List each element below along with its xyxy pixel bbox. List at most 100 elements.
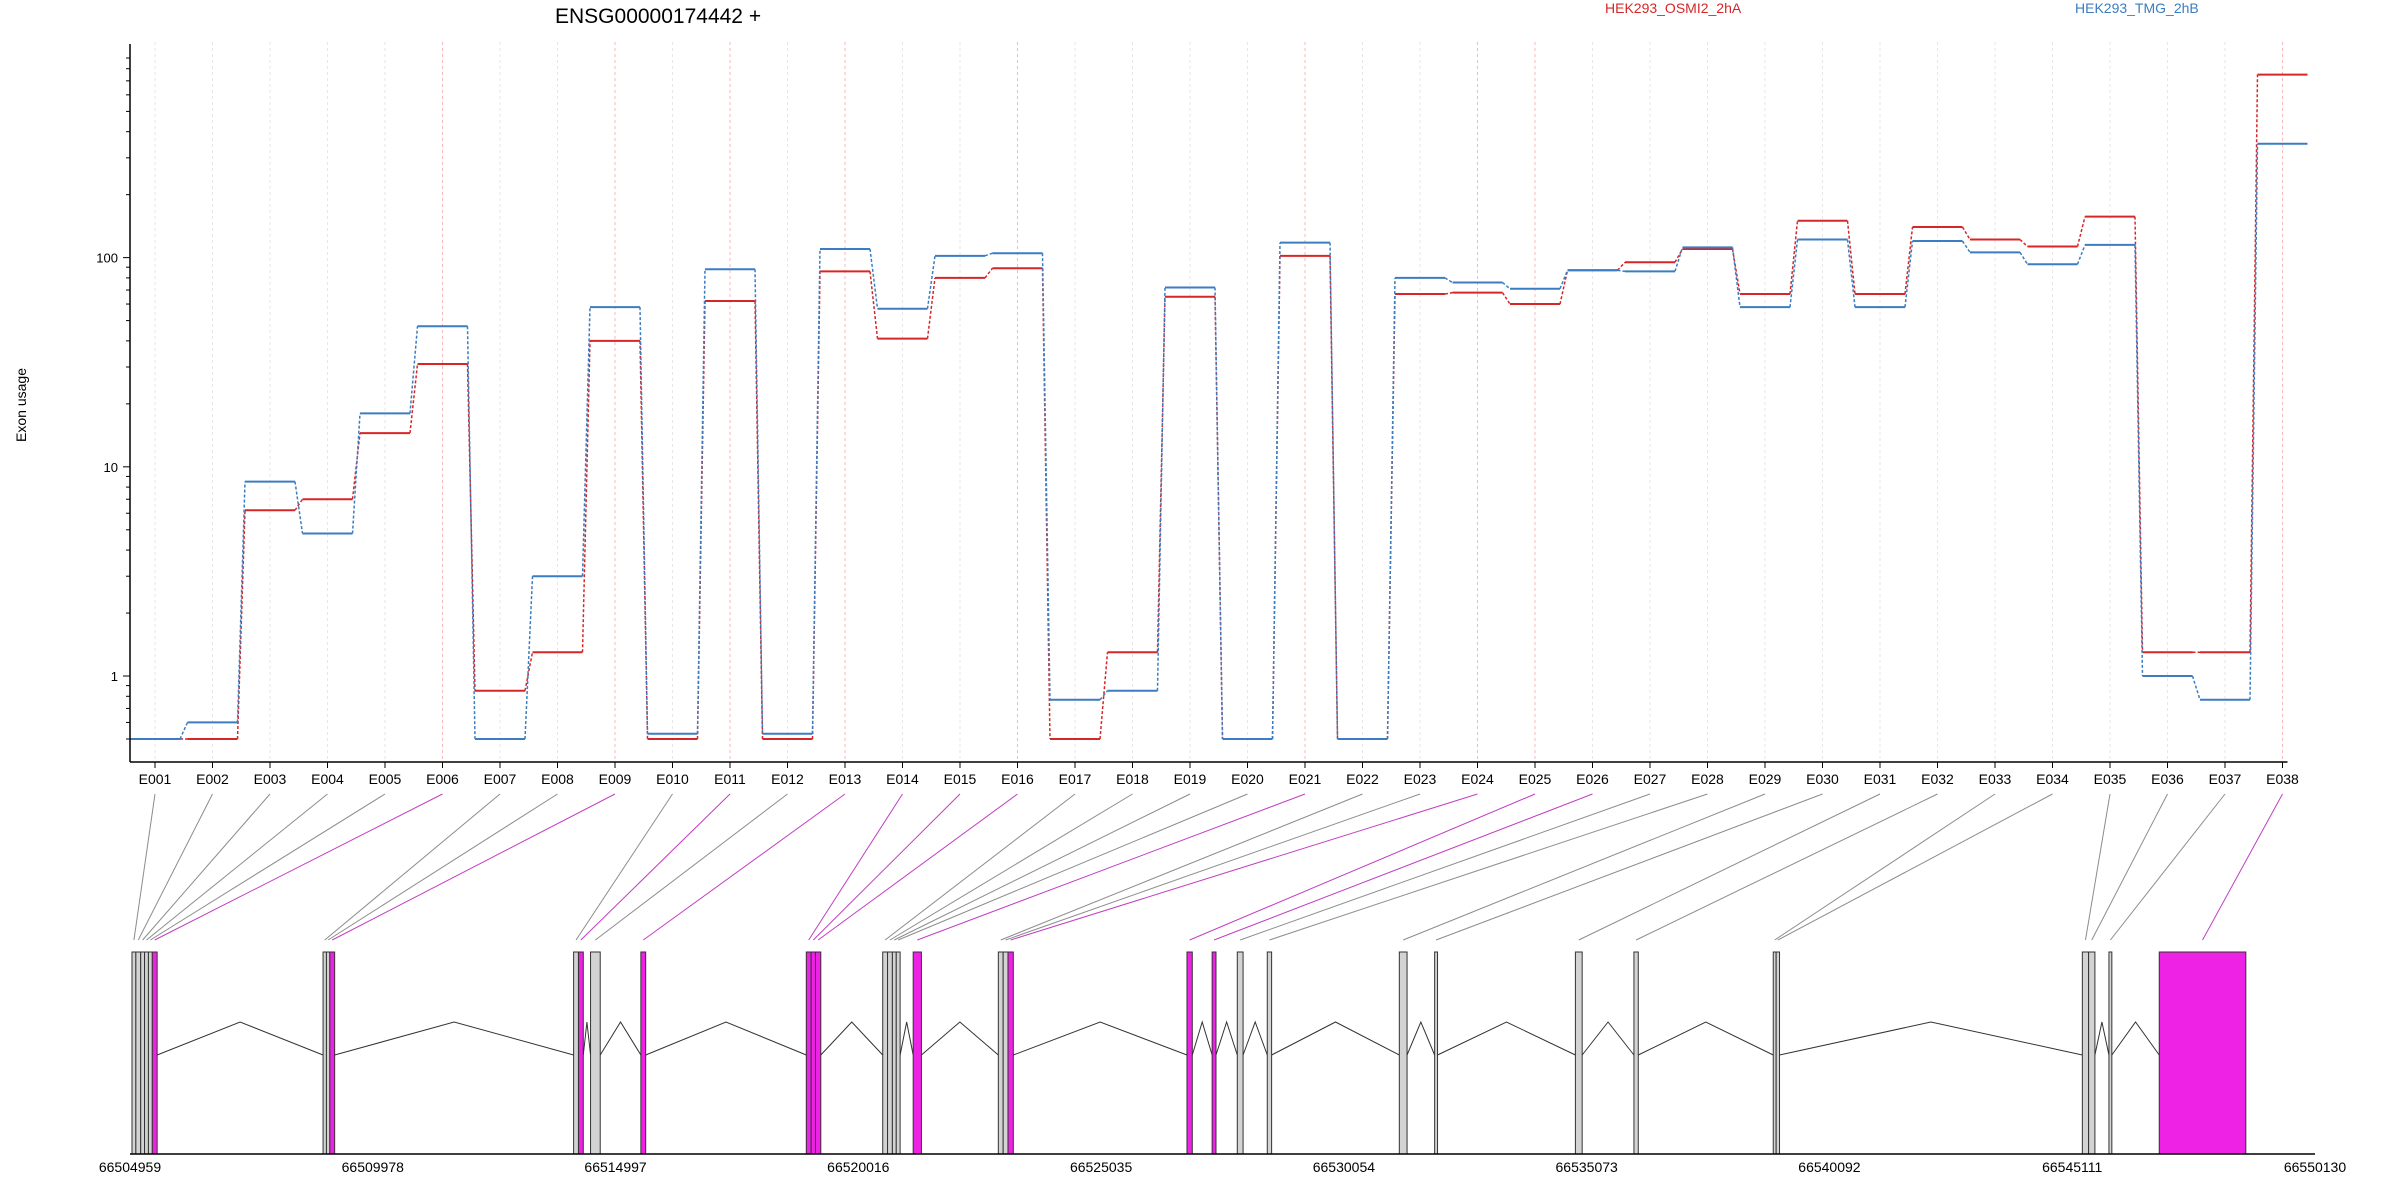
exon-connector <box>1635 793 1938 941</box>
exon-box <box>577 951 584 1155</box>
exon-box <box>2108 951 2113 1155</box>
coordinate-tick-label: 66520016 <box>827 1159 890 1175</box>
intron-line <box>899 1021 914 1056</box>
series-connector <box>524 576 534 740</box>
series-connector <box>754 269 764 734</box>
series-osmi2 <box>130 73 2308 740</box>
series-connector <box>351 413 361 534</box>
exon-connector <box>1435 793 1823 941</box>
exon-tick-label: E005 <box>369 771 402 787</box>
exon-box <box>2088 951 2096 1155</box>
exon-tick-label: E034 <box>2036 771 2069 787</box>
exon-box <box>997 951 1004 1155</box>
series-connector <box>179 722 189 740</box>
exon-tick-label: E037 <box>2209 771 2242 787</box>
coordinate-tick-label: 66550130 <box>2284 1159 2347 1175</box>
exon-connector <box>2084 793 2111 941</box>
exon-connector <box>889 793 1133 941</box>
exon-tick-label: E032 <box>1921 771 1954 787</box>
exon-connector <box>1777 793 2053 941</box>
exon-box <box>329 951 336 1155</box>
series-connector <box>1559 270 1569 305</box>
exon-tick-label: E035 <box>2094 771 2127 787</box>
series-connector <box>696 269 706 734</box>
y-axis-title: Exon usage <box>13 368 29 442</box>
exon-box <box>322 951 327 1155</box>
exon-box <box>814 951 822 1155</box>
series-connector <box>1846 239 1856 308</box>
exon-box <box>1007 951 1014 1155</box>
series-connector <box>1904 240 1914 308</box>
series-connector <box>466 326 476 740</box>
exon-box <box>805 951 812 1155</box>
exon-box <box>573 951 579 1155</box>
series-connector <box>1559 269 1569 290</box>
intron-line <box>2094 1021 2110 1056</box>
series-connector <box>409 326 419 414</box>
exon-connector <box>1000 793 1363 941</box>
series-tmg <box>130 142 2308 740</box>
exon-box <box>1186 951 1193 1155</box>
series-connector <box>524 652 534 691</box>
intron-line <box>921 1021 999 1056</box>
exon-connector <box>332 793 616 941</box>
series-connector <box>2019 251 2029 265</box>
series-connector <box>236 481 246 723</box>
exon-tick-label: E027 <box>1634 771 1667 787</box>
coordinate-tick-label: 66514997 <box>584 1159 647 1175</box>
series-connector <box>2191 675 2201 700</box>
exon-box <box>640 951 647 1155</box>
intron-line <box>820 1021 884 1056</box>
series-connector <box>581 340 591 653</box>
exon-tick-label: E036 <box>2151 771 2184 787</box>
exon-connector <box>133 793 156 941</box>
exon-connector <box>142 793 271 941</box>
exon-connector <box>642 793 846 941</box>
exon-box <box>1775 951 1781 1155</box>
exon-tick-label: E012 <box>771 771 804 787</box>
intron-line <box>1581 1021 1635 1056</box>
exon-connector <box>1213 793 1593 941</box>
intron-line <box>1638 1021 1774 1056</box>
exon-box <box>891 951 897 1155</box>
series-connector <box>1156 287 1166 691</box>
exon-tick-label: E007 <box>484 771 517 787</box>
exon-tick-label: E029 <box>1749 771 1782 787</box>
series-connector <box>639 307 649 734</box>
series-connector <box>1214 287 1224 740</box>
series-connector <box>926 255 936 309</box>
coordinate-tick-label: 66504959 <box>99 1159 162 1175</box>
series-connector <box>984 267 994 279</box>
exon-box <box>140 951 146 1155</box>
exon-connector <box>327 793 558 941</box>
exon-connector <box>137 793 213 941</box>
exon-box <box>1574 951 1583 1155</box>
series-connector <box>811 248 821 734</box>
exon-box <box>131 951 137 1155</box>
intron-line <box>1191 1020 1213 1056</box>
series-connector <box>1616 261 1626 271</box>
exon-box <box>1633 951 1639 1155</box>
exon-tick-label: E018 <box>1116 771 1149 787</box>
exon-connector <box>1403 793 1766 941</box>
gene-model <box>131 951 2247 1155</box>
intron-line <box>645 1021 807 1056</box>
series-lines <box>130 73 2308 740</box>
exon-tick-label: E011 <box>714 771 746 787</box>
intron-line <box>1779 1021 2083 1056</box>
exon-box <box>135 951 142 1155</box>
exon-tick-label: E016 <box>1001 771 1034 787</box>
series-connector <box>984 252 993 257</box>
coordinate-tick-label: 66525035 <box>1070 1159 1133 1175</box>
legend-entry-tmg: HEK293_TMG_2hB <box>2075 0 2199 16</box>
exon-box <box>325 951 331 1155</box>
exon-connector <box>575 793 673 941</box>
exon-tick-label: E022 <box>1346 771 1379 787</box>
series-connector <box>696 301 706 740</box>
exon-axis: E001 E002 E003 E004 E005 E006 E007 E008 E009 E010… <box>130 761 2299 787</box>
series-connector <box>1961 240 1971 253</box>
coordinate-tick-label: 66530054 <box>1313 1159 1376 1175</box>
exon-connectors <box>133 793 2283 941</box>
series-connector <box>926 277 936 339</box>
